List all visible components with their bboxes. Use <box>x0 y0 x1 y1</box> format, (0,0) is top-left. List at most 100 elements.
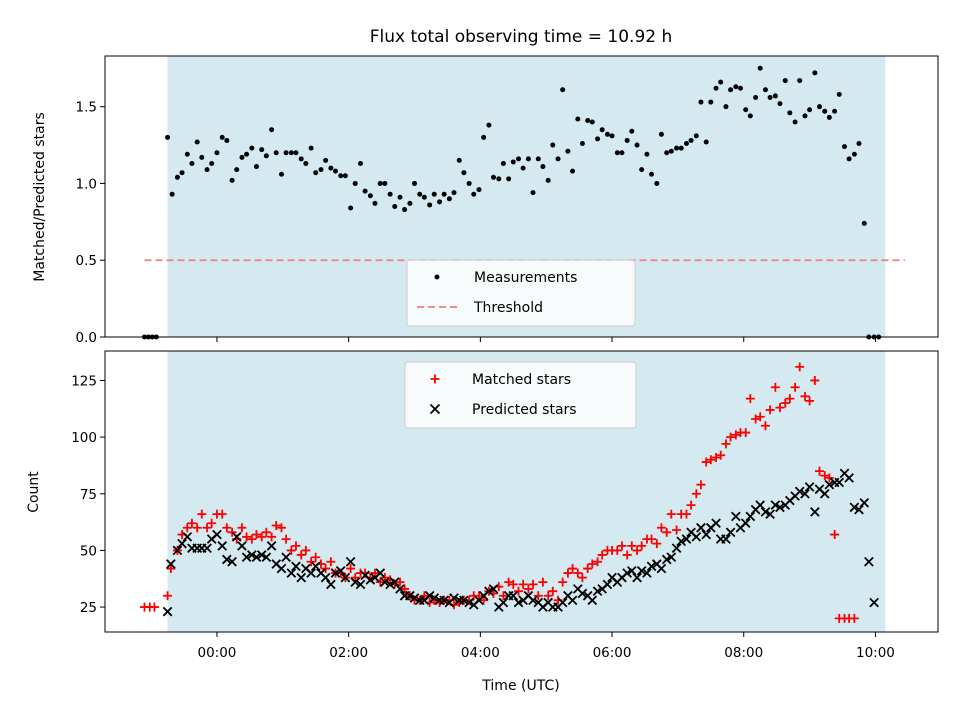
predicted-star-point <box>385 579 395 590</box>
measurement-point <box>214 150 220 156</box>
predicted-star-point <box>212 529 222 540</box>
predicted-star-point <box>286 568 297 578</box>
predicted-star-point <box>602 579 613 590</box>
measurement-point <box>816 104 822 110</box>
measurement-point <box>772 93 778 99</box>
predicted-star-point <box>424 590 435 601</box>
matched-star-point <box>498 591 508 601</box>
matched-star-point <box>301 545 311 555</box>
matched-star-point <box>706 455 716 465</box>
matched-star-point <box>514 586 524 596</box>
measurement-point <box>328 165 334 171</box>
predicted-star-point <box>632 572 642 583</box>
measurement-point <box>555 156 561 162</box>
measurement-point <box>698 99 704 105</box>
predicted-star-point <box>745 511 756 522</box>
predicted-star-point <box>794 486 805 497</box>
measurement-point <box>535 156 541 162</box>
measurement-point <box>451 190 457 196</box>
matched-star-point <box>267 532 277 542</box>
top-legend-box <box>406 259 636 327</box>
measurement-point <box>836 91 842 97</box>
measurement-point <box>179 170 185 176</box>
measurement-point <box>516 156 522 162</box>
bottom-y-tick-label: 125 <box>71 373 97 389</box>
predicted-star-point <box>355 579 366 590</box>
predicted-star-point <box>859 497 870 508</box>
measurement-point <box>797 78 803 84</box>
matched-star-point <box>583 564 593 574</box>
measurement-point <box>397 194 403 200</box>
measurement-point <box>525 156 531 162</box>
matched-star-point <box>479 595 489 605</box>
matched-star-point <box>251 530 261 540</box>
measurement-point <box>165 134 171 140</box>
predicted-star-point <box>725 527 736 538</box>
measurement-point <box>822 108 828 114</box>
measurement-point <box>313 170 319 176</box>
legend-matched-marker <box>430 374 440 384</box>
predicted-star-point <box>819 488 830 499</box>
matched-star-point <box>508 579 518 589</box>
measurement-point <box>629 128 635 134</box>
measurement-point <box>678 145 684 151</box>
measurement-point <box>204 167 210 173</box>
matched-star-point <box>311 552 321 562</box>
measurement-point <box>387 191 393 197</box>
predicted-star-point <box>691 531 702 542</box>
matched-star-point <box>528 579 538 589</box>
bottom-legend-label: Matched stars <box>472 372 571 388</box>
predicted-star-point <box>449 593 459 603</box>
measurement-point <box>688 137 694 143</box>
predicted-star-point <box>587 595 598 606</box>
predicted-star-point <box>340 572 351 583</box>
matched-star-point <box>326 557 336 567</box>
measurement-point <box>367 193 373 199</box>
matched-star-point <box>755 412 765 422</box>
matched-star-point <box>242 532 252 542</box>
matched-star-point <box>617 541 627 551</box>
matched-star-point <box>824 473 834 483</box>
x-tick-label: 02:00 <box>329 645 368 661</box>
predicted-star-point <box>849 502 860 513</box>
measurement-point <box>229 177 235 183</box>
predicted-star-point <box>701 529 712 540</box>
matched-star-point <box>543 591 553 601</box>
matched-star-point <box>731 430 741 440</box>
matched-star-point <box>523 584 533 594</box>
measurement-point <box>550 142 556 148</box>
measurement-point <box>767 94 773 100</box>
measurement-point <box>520 165 526 171</box>
predicted-star-point <box>241 552 252 563</box>
measurement-point <box>219 134 225 140</box>
matched-star-point <box>637 541 647 551</box>
measurement-point <box>273 150 279 156</box>
matched-star-point <box>751 414 761 424</box>
predicted-star-point <box>661 554 672 565</box>
measurement-point <box>619 150 625 156</box>
measurement-point <box>377 180 383 186</box>
matched-star-point <box>563 568 573 578</box>
measurement-point <box>832 108 838 114</box>
measurement-point <box>303 160 309 166</box>
bottom-y-tick-label: 100 <box>71 430 97 446</box>
matched-star-point <box>276 523 286 533</box>
matched-star-point <box>227 527 237 537</box>
measurement-point <box>683 141 689 147</box>
measurement-point <box>471 191 477 197</box>
matched-star-point <box>281 534 291 544</box>
matched-star-point <box>207 518 217 528</box>
measurement-point <box>540 164 546 170</box>
predicted-star-point <box>488 584 499 594</box>
predicted-star-point <box>671 543 682 553</box>
matched-star-point <box>577 573 587 583</box>
predicted-star-point <box>834 477 845 488</box>
measurement-point <box>348 205 354 211</box>
measurement-point <box>194 139 200 145</box>
matched-star-point <box>721 439 731 449</box>
predicted-star-point <box>854 504 864 515</box>
matched-star-point <box>765 405 775 415</box>
measurement-point <box>357 160 363 166</box>
measurement-point <box>209 160 215 166</box>
